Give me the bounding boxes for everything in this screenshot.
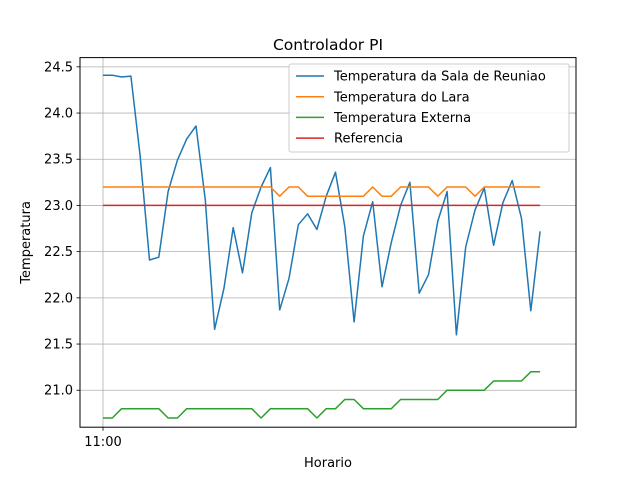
legend-entry-lara: Temperatura do Lara [296, 90, 470, 105]
y-tick-label: 24.5 [44, 60, 73, 75]
legend-label: Temperatura Externa [333, 111, 471, 126]
x-axis-label: Horario [304, 456, 352, 471]
chart-title: Controlador PI [273, 36, 383, 54]
series-line-lara [103, 186, 541, 197]
series-line-externa [103, 371, 541, 419]
legend: Temperatura da Sala de Reuniao Temperatur… [288, 63, 570, 153]
y-tick-label: 24.0 [44, 107, 73, 122]
series-group [103, 74, 541, 419]
y-tick-label: 21.0 [44, 384, 73, 399]
legend-frame [288, 63, 570, 153]
legend-label: Referencia [334, 132, 403, 147]
legend-label: Temperatura do Lara [333, 90, 470, 105]
legend-entry-referencia: Referencia [296, 132, 403, 147]
series-line-sala [103, 74, 541, 336]
legend-entry-externa: Temperatura Externa [296, 111, 471, 126]
x-tick-label: 11:00 [84, 435, 121, 450]
y-tick-label: 21.5 [44, 338, 73, 353]
plot-frame [79, 57, 577, 428]
y-tick-label: 22.5 [44, 245, 73, 260]
y-axis: 21.0 21.5 22.0 22.5 23.0 23.5 24.0 24.5 [44, 60, 80, 399]
y-tick-label: 23.0 [44, 199, 73, 214]
y-axis-label: Temperatura [19, 201, 34, 285]
legend-label: Temperatura da Sala de Reuniao [333, 70, 546, 85]
legend-entry-sala: Temperatura da Sala de Reuniao [296, 70, 546, 85]
y-tick-label: 23.5 [44, 153, 73, 168]
x-axis: 11:00 [84, 427, 122, 450]
y-tick-label: 22.0 [44, 291, 73, 306]
